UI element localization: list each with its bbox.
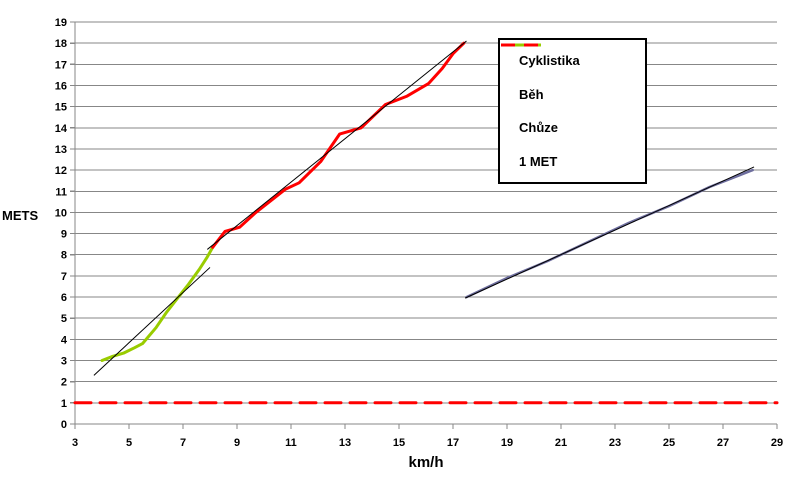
x-tick-label-27: 27 [717, 437, 729, 449]
legend-item-1-met: 1 MET [501, 43, 645, 169]
legend-item-chuze: Chůze [501, 43, 645, 136]
y-tick-label-2: 2 [61, 377, 67, 389]
y-tick-label-6: 6 [61, 292, 67, 304]
legend-label: Cyklistika [519, 53, 580, 69]
legend-label: Chůze [519, 120, 558, 136]
y-tick-label-11: 11 [55, 186, 67, 198]
y-axis-title: METS [2, 208, 39, 223]
x-tick-label-29: 29 [771, 437, 783, 449]
x-tick-label-13: 13 [339, 437, 351, 449]
y-tick-label-17: 17 [55, 59, 67, 71]
x-tick-label-25: 25 [663, 437, 675, 449]
y-tick-label-15: 15 [55, 102, 67, 114]
trendline-beh [206, 40, 467, 250]
legend: Cyklistika Běh Chůze 1 MET [498, 38, 647, 184]
y-tick-label-13: 13 [55, 144, 67, 156]
trendline-chuze [93, 267, 211, 376]
y-tick-label-7: 7 [61, 271, 67, 283]
x-tick-label-19: 19 [501, 437, 513, 449]
x-tick-label-11: 11 [285, 437, 297, 449]
trendline-cyklistika [464, 166, 755, 299]
y-tick-label-8: 8 [61, 250, 67, 262]
y-tick-label-12: 12 [55, 165, 67, 177]
legend-item-beh: Běh [501, 43, 645, 102]
legend-item-cyklistika: Cyklistika [501, 43, 645, 69]
legend-label: Běh [519, 86, 544, 102]
x-tick-label-23: 23 [609, 437, 621, 449]
y-tick-label-16: 16 [55, 80, 67, 92]
y-tick-label-19: 19 [55, 17, 67, 29]
x-tick-label-5: 5 [126, 437, 132, 449]
x-tick-label-15: 15 [393, 437, 405, 449]
y-tick-label-9: 9 [61, 229, 67, 241]
legend-label: 1 MET [519, 153, 558, 169]
x-tick-label-9: 9 [234, 437, 240, 449]
x-tick-label-17: 17 [447, 437, 459, 449]
y-tick-label-14: 14 [55, 123, 68, 135]
x-axis-title: km/h [408, 454, 444, 471]
x-tick-label-3: 3 [72, 437, 78, 449]
y-tick-label-3: 3 [61, 356, 67, 368]
legend-swatch-1-met-line-icon [501, 43, 541, 47]
series-line-chuze [100, 245, 215, 362]
y-tick-label-0: 0 [61, 419, 67, 431]
series-line-cyklistika [465, 168, 754, 299]
y-tick-label-1: 1 [61, 398, 67, 410]
y-tick-label-5: 5 [61, 313, 67, 325]
x-tick-label-7: 7 [180, 437, 186, 449]
y-tick-label-18: 18 [55, 38, 67, 50]
y-tick-label-4: 4 [61, 334, 68, 346]
series-line-beh [211, 41, 466, 249]
x-tick-label-21: 21 [555, 437, 567, 449]
y-tick-label-10: 10 [55, 207, 67, 219]
